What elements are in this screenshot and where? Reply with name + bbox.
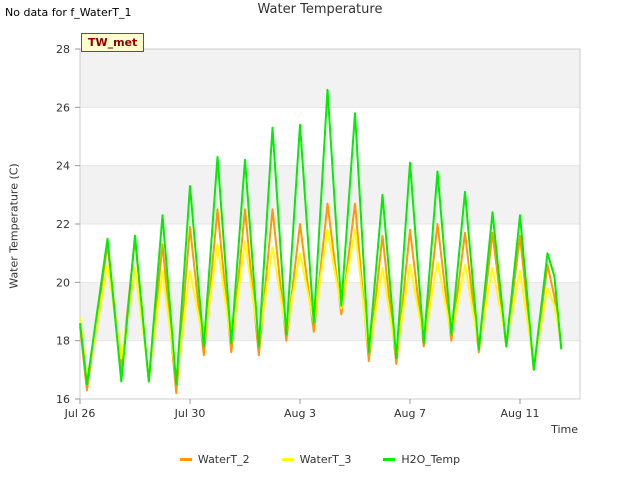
x-tick-label: Aug 11 [501,407,540,420]
y-tick-label: 28 [56,43,70,56]
x-tick-label: Aug 3 [284,407,316,420]
legend-swatch-watert-2 [179,458,192,461]
y-tick-label: 16 [56,393,70,406]
y-tick-label: 24 [56,160,70,173]
x-axis-label: Time [551,423,578,436]
no-data-message: No data for f_WaterT_1 [5,6,132,19]
legend-swatch-h2o-temp [383,458,396,461]
series-line-h2o-temp [79,88,563,386]
y-tick-label: 22 [56,218,70,231]
x-tick-label: Aug 7 [394,407,426,420]
legend-label-watert-2: WaterT_2 [197,453,250,466]
grid-band [80,165,580,224]
legend-label-watert-3: WaterT_3 [299,453,352,466]
legend-label-h2o-temp: H2O_Temp [401,453,461,466]
legend-item-watert-2: WaterT_2 [179,453,250,466]
y-tick-label: 20 [56,276,70,289]
y-tick-label: 18 [56,335,70,348]
site-tag: TW_met [81,33,145,52]
series-line-watert-3 [79,228,563,383]
y-tick-label: 26 [56,101,70,114]
legend-item-h2o-temp: H2O_Temp [383,453,460,466]
legend-item-watert-3: WaterT_3 [281,453,352,466]
legend-swatch-watert-3 [281,458,294,461]
series-line-watert-2 [79,202,563,395]
chart-title: Water Temperature [257,2,383,17]
x-tick-label: Jul 30 [174,407,206,420]
x-tick-label: Jul 26 [64,407,96,420]
legend: WaterT_2 WaterT_3 H2O_Temp [0,453,640,466]
grid-band [80,49,580,108]
